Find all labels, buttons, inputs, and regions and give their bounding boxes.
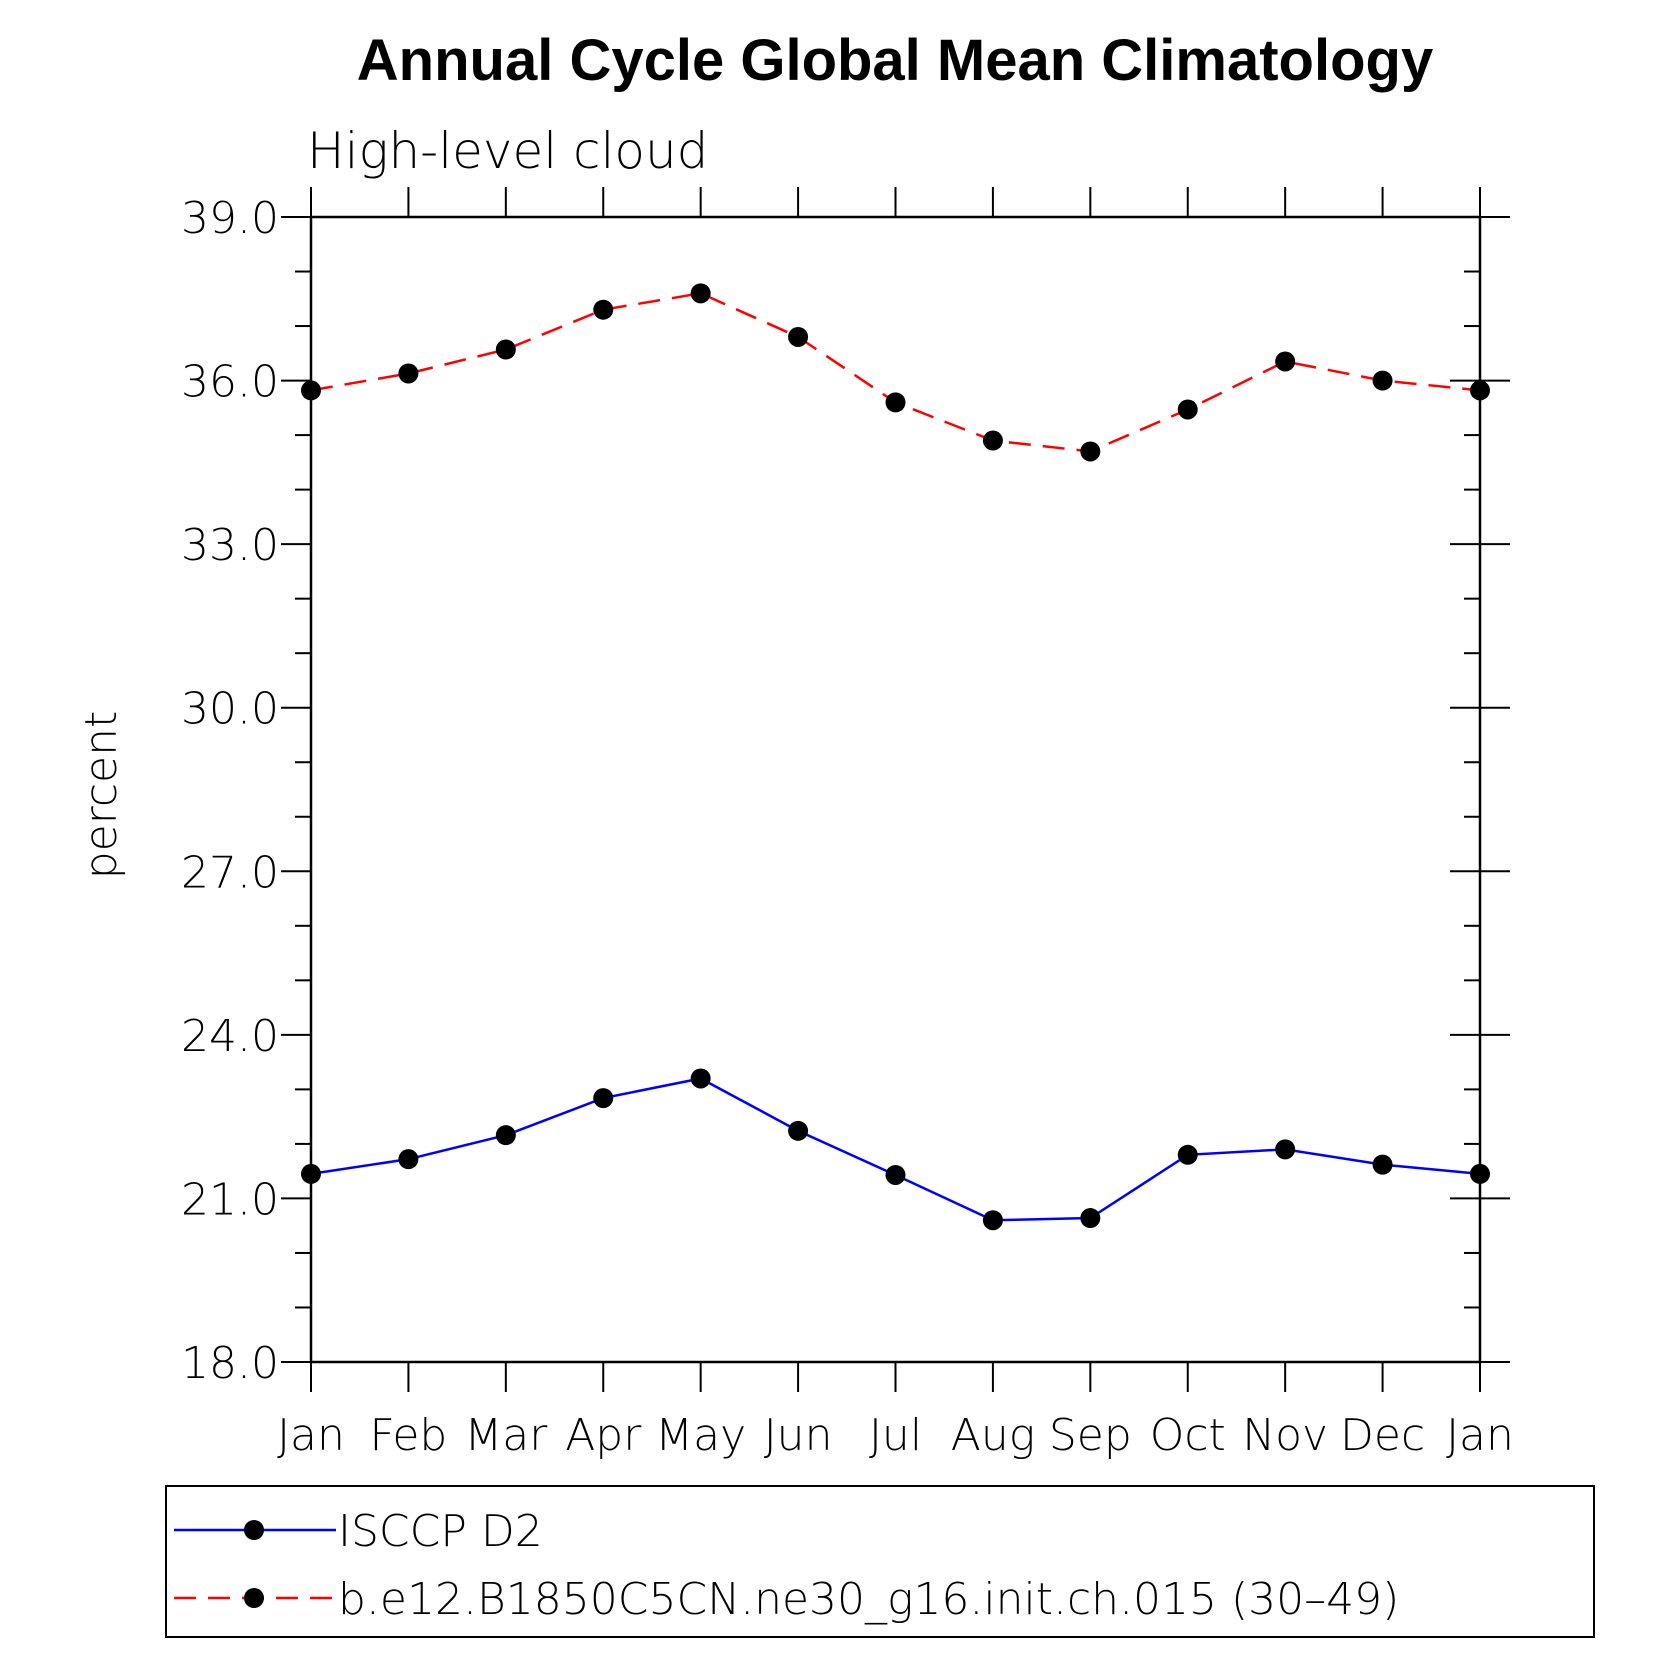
y-tick-label: 21.0 bbox=[181, 1174, 279, 1225]
plot-frame bbox=[309, 215, 1482, 1364]
y-tick-label: 24.0 bbox=[181, 1011, 279, 1062]
y-tick-label: 30.0 bbox=[181, 684, 279, 735]
series-layer bbox=[301, 283, 1490, 1231]
data-point bbox=[495, 339, 516, 360]
data-point bbox=[885, 1164, 906, 1185]
legend: ISCCP D2 b.e12.B1850C5CN.ne30_g16.init.ch… bbox=[165, 1485, 1595, 1638]
y-tick-label: 36.0 bbox=[181, 357, 279, 408]
series-0 bbox=[301, 1068, 1490, 1231]
series-line bbox=[310, 1077, 1481, 1222]
y-tick-label: 27.0 bbox=[181, 847, 279, 898]
data-point bbox=[301, 380, 321, 401]
data-point bbox=[1177, 399, 1198, 420]
x-tick-label: May bbox=[655, 1410, 746, 1461]
x-tick-label: Oct bbox=[1150, 1410, 1226, 1461]
data-point bbox=[1177, 1144, 1198, 1165]
x-tick-label: Dec bbox=[1340, 1410, 1425, 1461]
data-point bbox=[593, 299, 614, 320]
data-point bbox=[398, 1149, 419, 1170]
data-point bbox=[1372, 370, 1393, 391]
x-tick-label: Jan bbox=[277, 1410, 345, 1461]
data-point bbox=[495, 1125, 516, 1146]
x-tick-label: Jun bbox=[764, 1410, 833, 1461]
data-point bbox=[1470, 1163, 1490, 1184]
data-point bbox=[593, 1088, 614, 1109]
data-point bbox=[1470, 380, 1490, 401]
data-point bbox=[885, 392, 906, 413]
series-line bbox=[310, 292, 1481, 453]
legend-label: b.e12.B1850C5CN.ne30_g16.init.ch.015 (30… bbox=[338, 1574, 1399, 1625]
y-tick-label: 33.0 bbox=[181, 520, 279, 571]
data-point bbox=[788, 326, 809, 347]
tick-labels: 18.0 21.0 24.0 27.0 30.0 33.0 36.0 39.0 Jan Feb Ma… bbox=[181, 193, 1514, 1461]
legend-label: ISCCP D2 bbox=[338, 1506, 543, 1557]
data-point bbox=[982, 1210, 1003, 1231]
y-axis-label: percent bbox=[76, 711, 127, 880]
data-point bbox=[398, 363, 419, 384]
x-tick-label: Jul bbox=[869, 1410, 922, 1461]
x-tick-label: Sep bbox=[1049, 1410, 1132, 1461]
chart-subtitle: High-level cloud bbox=[307, 122, 708, 180]
y-tick-label: 39.0 bbox=[181, 193, 279, 244]
legend-box bbox=[165, 1485, 1595, 1638]
legend-marker bbox=[244, 1520, 264, 1540]
data-point bbox=[1080, 441, 1101, 462]
series-1 bbox=[301, 283, 1490, 462]
data-point bbox=[301, 1163, 321, 1184]
legend-marker bbox=[244, 1588, 264, 1608]
axis-ticks bbox=[281, 187, 1510, 1392]
data-point bbox=[1275, 1139, 1296, 1160]
y-tick-label: 18.0 bbox=[181, 1338, 279, 1389]
plot-border bbox=[309, 215, 1482, 1364]
x-tick-label: Aug bbox=[951, 1410, 1035, 1461]
x-tick-label: Mar bbox=[464, 1410, 548, 1461]
x-tick-label: Apr bbox=[565, 1410, 642, 1461]
data-point bbox=[788, 1120, 809, 1141]
data-point bbox=[690, 1068, 711, 1089]
x-tick-label: Nov bbox=[1242, 1410, 1328, 1461]
data-point bbox=[1080, 1208, 1101, 1229]
chart-title: Annual Cycle Global Mean Climatology bbox=[357, 28, 1433, 93]
x-tick-label: Feb bbox=[369, 1410, 447, 1461]
data-point bbox=[1372, 1154, 1393, 1175]
data-point bbox=[1275, 351, 1296, 372]
data-point bbox=[690, 283, 711, 304]
data-point bbox=[982, 430, 1003, 451]
x-tick-label: Jan bbox=[1446, 1410, 1514, 1461]
